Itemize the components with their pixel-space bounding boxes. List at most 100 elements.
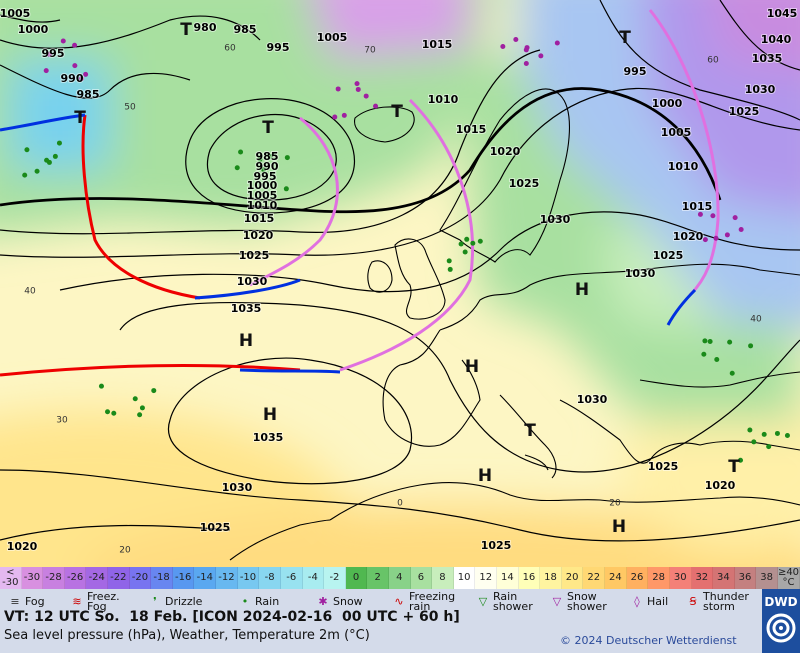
- weather-symbol: [446, 258, 452, 264]
- pressure-center: H: [465, 357, 479, 377]
- grid-label: 60: [707, 56, 719, 66]
- weather-symbol: [458, 241, 464, 247]
- scale-cell: < -30: [0, 567, 22, 589]
- isobar-label: 1000: [18, 23, 49, 36]
- scale-cell: 4: [388, 567, 411, 589]
- isobar-label: 1025: [729, 105, 760, 118]
- weather-symbol: [710, 213, 716, 219]
- weather-symbol: [727, 339, 733, 345]
- isobar-label: 1010: [247, 199, 278, 212]
- isobar-label: 1000: [652, 97, 683, 110]
- scale-cell: -8: [259, 567, 281, 589]
- legend-label: Hail: [647, 595, 669, 608]
- isobar-label: 1020: [7, 540, 38, 553]
- scale-cell: 30: [669, 567, 692, 589]
- weather-symbol: [335, 86, 341, 92]
- weather-symbol: [748, 343, 754, 349]
- isobar-label: 1020: [243, 229, 274, 242]
- isobar-label: 1015: [244, 212, 275, 225]
- scale-cell: 6: [410, 567, 433, 589]
- isobar-label: 995: [267, 41, 290, 54]
- weather-symbol: [332, 114, 338, 120]
- legend-panel: < -30 -30 -28 -26 -24 -22 -20 -18 -16 -14 -12 -10 -8…: [0, 567, 800, 653]
- isobar-label: 1030: [222, 481, 253, 494]
- weather-symbol: [238, 149, 244, 155]
- scale-cell: -4: [302, 567, 325, 589]
- grid-label: 40: [24, 287, 36, 297]
- scale-cell: 10: [453, 567, 476, 589]
- pressure-center: T: [391, 102, 403, 122]
- legend-label: Thunder storm: [703, 590, 749, 613]
- isobar-label: 990: [61, 72, 84, 85]
- weather-symbol: [761, 431, 767, 437]
- weather-symbol: [513, 36, 519, 42]
- isobar-label: 1000: [247, 179, 278, 192]
- scale-cell: 22: [583, 567, 606, 589]
- legend-icon: ▽: [552, 595, 562, 608]
- pressure-center: H: [478, 466, 492, 486]
- legend-label: Rain: [255, 595, 280, 608]
- weather-symbol: [732, 215, 738, 221]
- isobar-label: 985: [77, 88, 100, 101]
- legend-item: ∿ Freezing rain: [392, 591, 455, 613]
- scale-cell: -28: [43, 567, 65, 589]
- weather-symbol: [477, 238, 483, 244]
- legend-icon: ▽: [478, 595, 488, 608]
- fronts: [0, 9, 720, 377]
- grid-label: 30: [56, 416, 68, 426]
- legend-item: ≡ Fog: [8, 591, 45, 613]
- weather-symbol: [34, 168, 40, 174]
- grid-label: 60: [224, 44, 236, 54]
- weather-symbol: [234, 165, 240, 171]
- isobar-label: 1015: [456, 123, 487, 136]
- grid-label: 0: [397, 499, 403, 509]
- pressure-center: H: [575, 280, 589, 300]
- legend-icon: ≡: [10, 595, 20, 608]
- isobar-label: 995: [254, 170, 277, 183]
- weather-symbol: [79, 76, 85, 82]
- weather-symbol: [554, 40, 560, 46]
- weather-symbol: [83, 71, 89, 77]
- scale-cell: 12: [475, 567, 498, 589]
- pressure-center: H: [263, 405, 277, 425]
- legend-item: ◊ Hail: [630, 591, 668, 613]
- isobar-label: 1025: [509, 177, 540, 190]
- weather-symbol: [24, 147, 30, 153]
- isobar-label: 995: [624, 65, 647, 78]
- legend-icon: ∿: [394, 595, 404, 608]
- weather-symbol: [132, 396, 138, 402]
- weather-symbol: [341, 112, 347, 118]
- isobars: [0, 0, 800, 542]
- coastlines: [229, 88, 800, 561]
- weather-symbol: [707, 338, 713, 344]
- weather-symbol: [43, 68, 49, 74]
- scale-cell: 32: [691, 567, 714, 589]
- weather-symbol: [714, 357, 720, 363]
- grid-label: 50: [124, 103, 136, 113]
- weather-symbol: [702, 338, 708, 344]
- weather-symbol: [98, 383, 104, 389]
- scale-cell: -6: [280, 567, 303, 589]
- scale-cell: -14: [194, 567, 217, 589]
- weather-symbol: [137, 412, 143, 418]
- isobar-label: 1015: [682, 200, 713, 213]
- weather-symbol: [697, 211, 703, 217]
- pressure-center: H: [239, 331, 253, 351]
- weather-symbol: [774, 430, 780, 436]
- weather-symbol: [257, 156, 263, 162]
- weather-symbol: [56, 140, 62, 146]
- legend-item: ≋ Freez. Fog: [70, 591, 119, 613]
- scale-cell: -2: [324, 567, 346, 589]
- weather-symbol: [72, 63, 78, 69]
- legend-icon: ✱: [318, 595, 328, 608]
- copyright: © 2024 Deutscher Wetterdienst: [560, 634, 737, 647]
- legend-icon: Ꞩ: [689, 595, 697, 608]
- legend-label: Fog: [25, 595, 45, 608]
- grid-label: 70: [364, 46, 376, 56]
- weather-symbol: [151, 388, 157, 394]
- isobar-label: 1030: [625, 267, 656, 280]
- scale-cell: ≥40 °C: [777, 567, 800, 589]
- isobar-label: 1035: [752, 52, 783, 65]
- weather-symbol: [464, 236, 470, 242]
